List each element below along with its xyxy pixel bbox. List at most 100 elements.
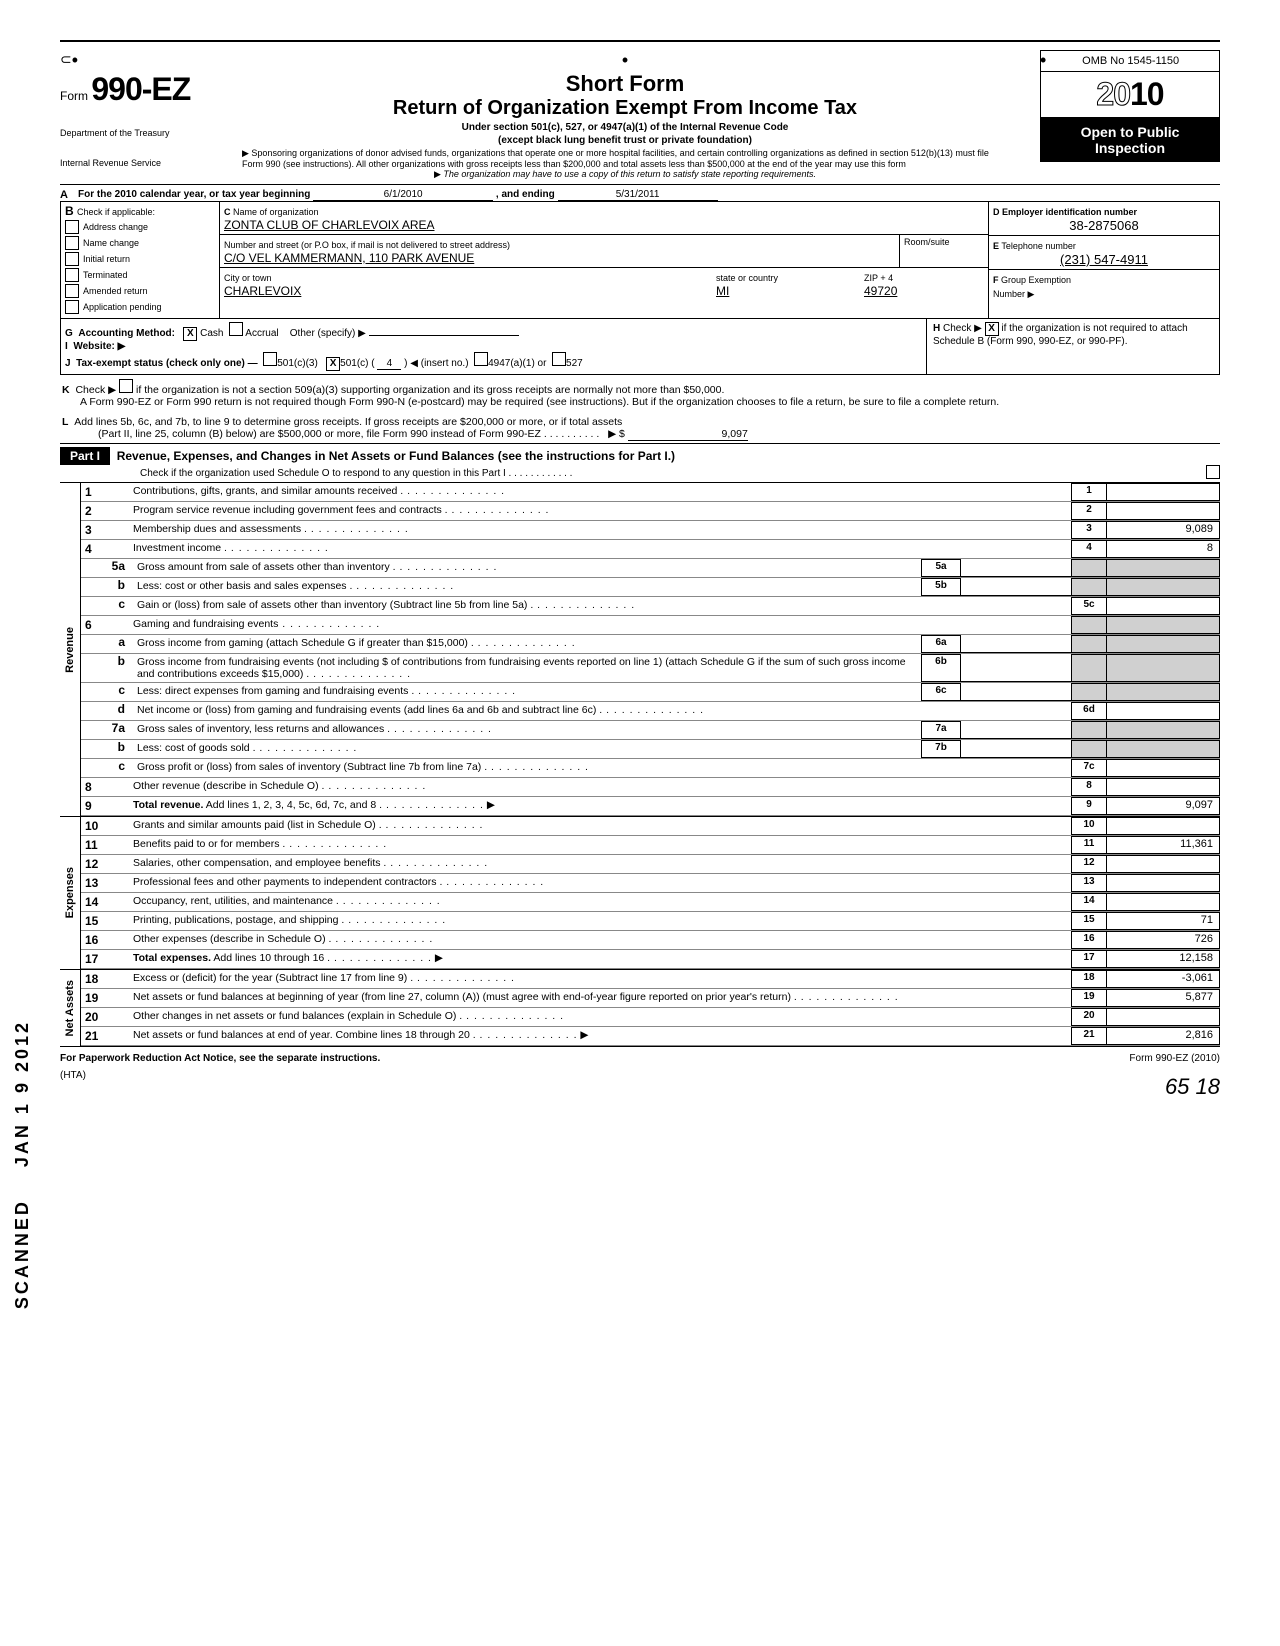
line-number: 16	[81, 931, 129, 949]
right-val-11[interactable]: 11,361	[1106, 836, 1220, 854]
right-val-9[interactable]: 9,097	[1106, 797, 1220, 815]
right-val-6d[interactable]	[1106, 702, 1220, 720]
right-val-5c[interactable]	[1106, 597, 1220, 615]
line-c: cGain or (loss) from sale of assets othe…	[81, 597, 1220, 616]
right-val-17[interactable]: 12,158	[1106, 950, 1220, 968]
mid-val-5a[interactable]	[961, 559, 1071, 577]
mid-val-6a[interactable]	[961, 635, 1071, 653]
right-box-shaded	[1071, 578, 1106, 596]
right-val-3[interactable]: 9,089	[1106, 521, 1220, 539]
period-end: 5/31/2011	[558, 189, 718, 201]
footer-right: Form 990-EZ (2010)	[1129, 1053, 1220, 1064]
mid-val-7b[interactable]	[961, 740, 1071, 758]
cb-schedule-o[interactable]	[1206, 465, 1220, 479]
l-text1: Add lines 5b, 6c, and 7b, to line 9 to d…	[74, 416, 622, 428]
cb-501c3[interactable]	[263, 352, 277, 366]
lbl-other: Other (specify) ▶	[290, 328, 366, 339]
footer-left: For Paperwork Reduction Act Notice, see …	[60, 1053, 380, 1064]
line-d: dNet income or (loss) from gaming and fu…	[81, 702, 1220, 721]
right-val-20[interactable]	[1106, 1008, 1220, 1026]
year-suffix: 10	[1130, 76, 1164, 112]
right-val-4[interactable]: 8	[1106, 540, 1220, 558]
line-12: 12Salaries, other compensation, and empl…	[81, 855, 1220, 874]
line-number: c	[81, 683, 133, 701]
right-val-13[interactable]	[1106, 874, 1220, 892]
cb-accrual[interactable]	[229, 322, 243, 336]
line-label: Gross sales of inventory, less returns a…	[133, 721, 921, 739]
scanned-stamp: SCANNED	[12, 1199, 32, 1309]
lbl-501c-tail: ) ◀ (insert no.)	[404, 358, 468, 369]
right-box-7c: 7c	[1071, 759, 1106, 777]
cb-name-change[interactable]	[65, 236, 79, 250]
tel-label: Telephone number	[1001, 241, 1076, 251]
line-label: Net assets or fund balances at beginning…	[129, 989, 1071, 1007]
line-10: 10Grants and similar amounts paid (list …	[81, 817, 1220, 836]
header-note2: The organization may have to use a copy …	[443, 169, 816, 179]
irs-label: Internal Revenue Service	[60, 158, 210, 168]
cb-amended[interactable]	[65, 284, 79, 298]
cb-cash[interactable]: X	[183, 327, 197, 341]
lbl-initial-return: Initial return	[83, 254, 130, 264]
line-label: Excess or (deficit) for the year (Subtra…	[129, 970, 1071, 988]
mid-val-5b[interactable]	[961, 578, 1071, 596]
letter-h: H	[933, 323, 940, 334]
line-label: Other expenses (describe in Schedule O) …	[129, 931, 1071, 949]
cb-address-change[interactable]	[65, 220, 79, 234]
part1-title: Revenue, Expenses, and Changes in Net As…	[117, 449, 675, 463]
line-c: cLess: direct expenses from gaming and f…	[81, 683, 1220, 702]
right-box-14: 14	[1071, 893, 1106, 911]
right-val-19[interactable]: 5,877	[1106, 989, 1220, 1007]
right-val-21[interactable]: 2,816	[1106, 1027, 1220, 1045]
cb-527[interactable]	[552, 352, 566, 366]
date-stamp: JAN 1 9 2012	[12, 1020, 32, 1167]
right-val-2[interactable]	[1106, 502, 1220, 520]
right-val-10[interactable]	[1106, 817, 1220, 835]
cb-initial-return[interactable]	[65, 252, 79, 266]
cb-4947[interactable]	[474, 352, 488, 366]
line-20: 20Other changes in net assets or fund ba…	[81, 1008, 1220, 1027]
right-val-15[interactable]: 71	[1106, 912, 1220, 930]
right-box-shaded	[1071, 740, 1106, 758]
line-number: 3	[81, 521, 129, 539]
line-label: Gross income from gaming (attach Schedul…	[133, 635, 921, 653]
line-4: 4Investment income . . . . . . . . . . .…	[81, 540, 1220, 559]
right-val-8[interactable]	[1106, 778, 1220, 796]
k-check-label: Check ▶	[75, 384, 116, 396]
cb-501c[interactable]: X	[326, 357, 340, 371]
mid-val-7a[interactable]	[961, 721, 1071, 739]
k-text2: A Form 990-EZ or Form 990 return is not …	[80, 396, 1220, 408]
line-label: Program service revenue including govern…	[129, 502, 1071, 520]
501c-number: 4	[377, 358, 401, 370]
right-box-4: 4	[1071, 540, 1106, 558]
city: CHARLEVOIX	[224, 284, 301, 298]
cb-terminated[interactable]	[65, 268, 79, 282]
line-label: Gross profit or (loss) from sales of inv…	[133, 759, 1071, 777]
right-box-20: 20	[1071, 1008, 1106, 1026]
line-8: 8Other revenue (describe in Schedule O) …	[81, 778, 1220, 797]
right-val-16[interactable]: 726	[1106, 931, 1220, 949]
right-val-7c[interactable]	[1106, 759, 1220, 777]
cb-k[interactable]	[119, 379, 133, 393]
mid-val-6b[interactable]	[961, 654, 1071, 682]
part1-subtitle: Check if the organization used Schedule …	[60, 468, 572, 479]
right-val-18[interactable]: -3,061	[1106, 970, 1220, 988]
right-box-shaded	[1071, 683, 1106, 701]
right-val-shaded	[1106, 578, 1220, 596]
line-number: 4	[81, 540, 129, 558]
letter-f: F	[993, 275, 999, 285]
mid-val-6c[interactable]	[961, 683, 1071, 701]
right-val-14[interactable]	[1106, 893, 1220, 911]
line-number: 18	[81, 970, 129, 988]
cb-schedule-b[interactable]: X	[985, 322, 999, 336]
website-label: Website: ▶	[73, 341, 125, 352]
line-number: 21	[81, 1027, 129, 1045]
right-box-21: 21	[1071, 1027, 1106, 1045]
right-val-12[interactable]	[1106, 855, 1220, 873]
line-c: cGross profit or (loss) from sales of in…	[81, 759, 1220, 778]
right-val-1[interactable]	[1106, 483, 1220, 501]
line-number: 13	[81, 874, 129, 892]
cb-pending[interactable]	[65, 300, 79, 314]
line-number: 7a	[81, 721, 133, 739]
line-3: 3Membership dues and assessments . . . .…	[81, 521, 1220, 540]
form-header: ⊂• Form 990-EZ Department of the Treasur…	[60, 50, 1220, 180]
